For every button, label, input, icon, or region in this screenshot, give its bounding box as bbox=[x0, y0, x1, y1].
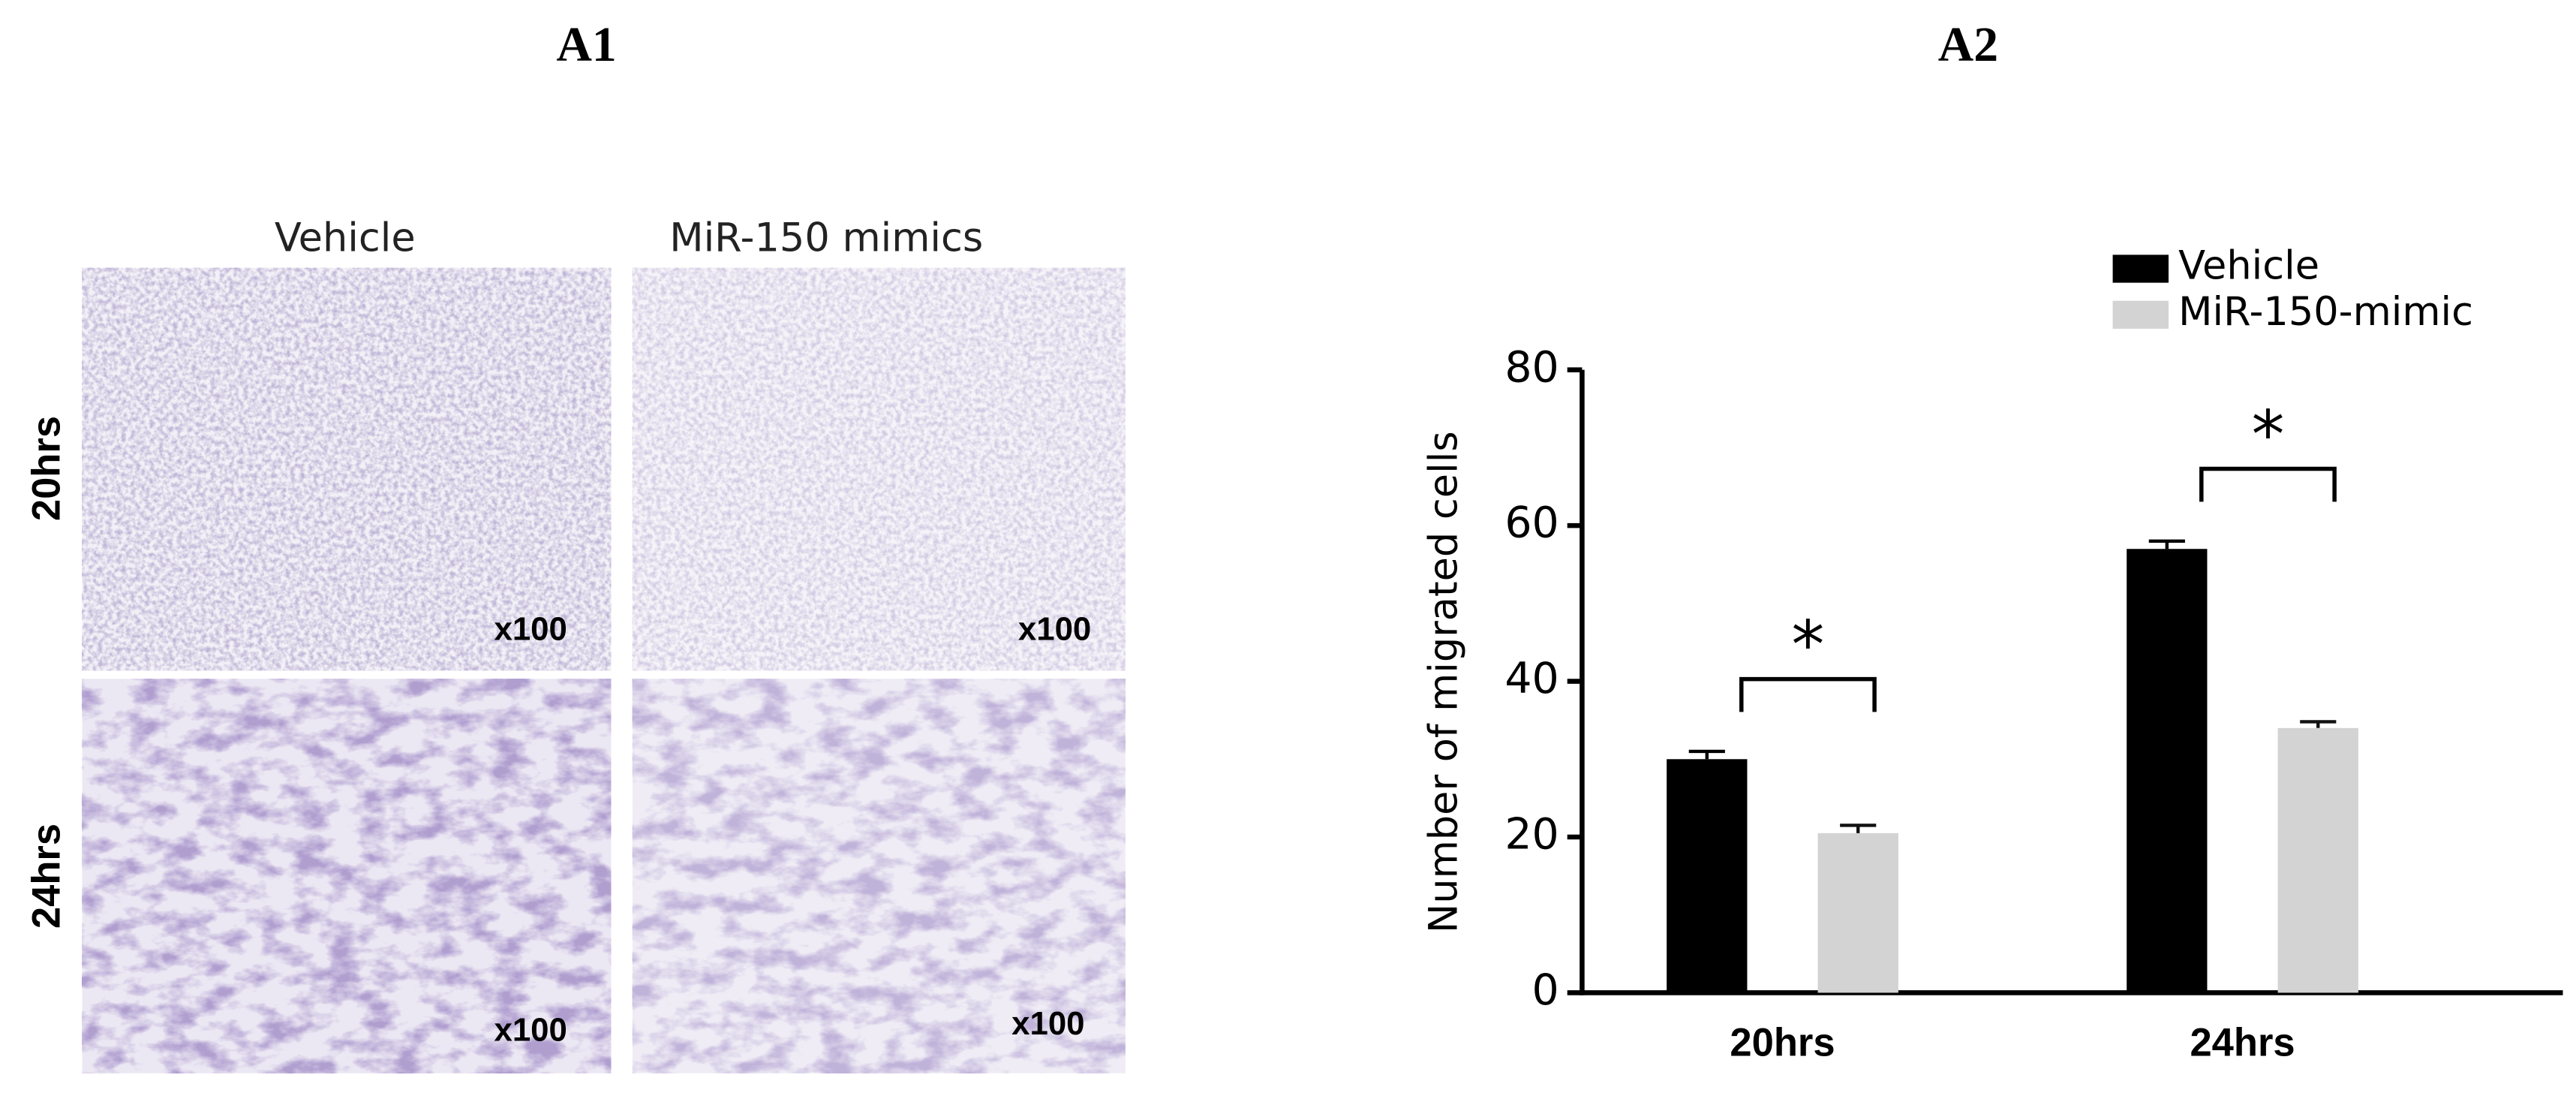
bar bbox=[1817, 833, 1898, 993]
column-label: MiR-150 mimics bbox=[669, 215, 983, 260]
panel-label: A2 bbox=[1938, 17, 1998, 72]
bar bbox=[2277, 727, 2358, 993]
significance-label: * bbox=[1792, 607, 1825, 683]
legend-label: MiR-150-mimic bbox=[2178, 289, 2473, 335]
significance-bracket bbox=[2199, 466, 2337, 502]
micrograph-texture bbox=[632, 267, 1126, 671]
legend-swatch bbox=[2112, 300, 2169, 329]
legend-label: Vehicle bbox=[2178, 243, 2319, 289]
magnification: x100 bbox=[494, 610, 567, 647]
micrograph-texture bbox=[632, 679, 1126, 1073]
x-tick-label: 24hrs bbox=[2190, 1020, 2295, 1064]
micrograph-texture bbox=[82, 679, 612, 1073]
error-bar bbox=[1840, 824, 1877, 833]
y-tick-label: 60 bbox=[1504, 498, 1559, 548]
magnification: x100 bbox=[494, 1012, 567, 1049]
micrograph-texture bbox=[82, 267, 612, 671]
x-tick-label: 20hrs bbox=[1730, 1020, 1835, 1064]
error-bar bbox=[2300, 720, 2337, 728]
micrographs bbox=[82, 267, 1126, 1073]
error-bar bbox=[2148, 539, 2185, 550]
panel-label: A1 bbox=[556, 17, 616, 72]
bar bbox=[2127, 549, 2208, 993]
row-label: 20hrs bbox=[25, 416, 69, 521]
y-axis-label: Number of migrated cells bbox=[1420, 431, 1466, 933]
error-bar bbox=[1688, 749, 1725, 760]
magnification: x100 bbox=[1011, 1005, 1084, 1042]
significance-label: * bbox=[2252, 396, 2285, 473]
y-tick-label: 80 bbox=[1504, 342, 1559, 392]
legend-swatch bbox=[2112, 254, 2169, 283]
bar bbox=[1667, 759, 1748, 993]
y-tick-label: 20 bbox=[1504, 810, 1559, 860]
column-label: Vehicle bbox=[275, 215, 416, 260]
row-label: 24hrs bbox=[25, 824, 69, 929]
magnification: x100 bbox=[1018, 610, 1091, 647]
significance-bracket bbox=[1739, 676, 1877, 712]
y-tick-label: 40 bbox=[1504, 654, 1559, 703]
y-tick-label: 0 bbox=[1532, 965, 1559, 1015]
